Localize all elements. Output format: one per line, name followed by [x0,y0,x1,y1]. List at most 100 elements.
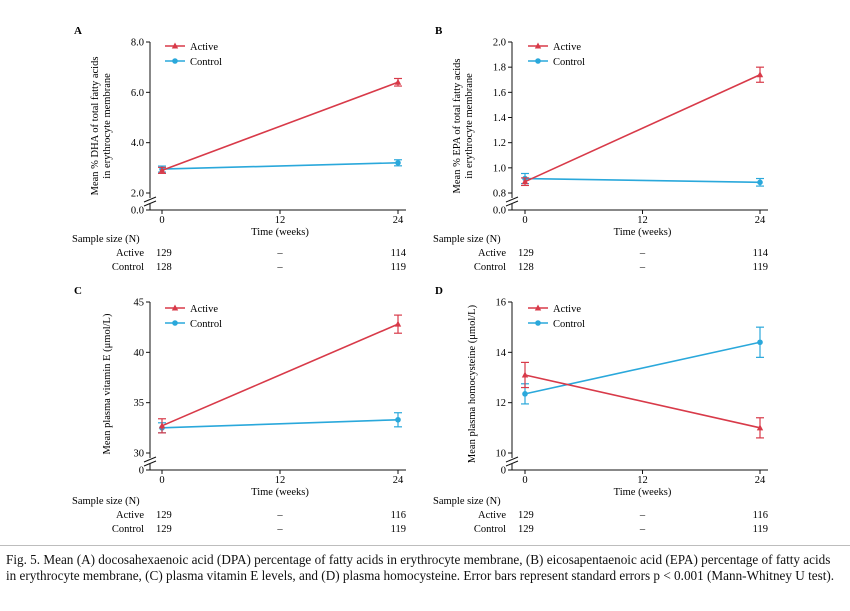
panel-c-legend-control-marker [172,320,178,326]
panel-c-axis-break-mark [143,460,157,467]
panel-d-axis-break-mark [505,460,519,467]
panel-b-sample-size-active-value: – [639,248,646,259]
panel-c-sample-size-control-value: 129 [156,524,172,535]
panel-c-axis-break-mark [143,456,157,463]
panel-b-y-tick-label: 0.8 [493,189,506,200]
panel-a-active-point [158,166,166,173]
panel-b-y-tick-label: 2.0 [493,38,506,49]
panel-d-legend-active-label: Active [553,304,581,315]
panel-b-x-tick-label: 12 [637,215,648,226]
panel-d-x-tick-label: 24 [755,475,766,486]
panel-c-x-tick-label: 0 [159,475,164,486]
panel-c-sample-size-active-value: 116 [391,510,406,521]
panel-a-sample-size-control-value: – [276,262,283,273]
panel-b-legend-control-marker [535,58,541,64]
panel-c-y-tick-label: 0 [139,466,144,477]
panel-a-y-axis-label: Mean % DHA of total fatty acidsin erythr… [90,57,113,196]
panel-c-sample-size-control-value: – [276,524,283,535]
panel-d-control-point [522,391,528,397]
panel-b-x-tick-label: 0 [522,215,527,226]
panel-b-x-tick-label: 24 [755,215,766,226]
panel-d-x-tick-label: 12 [637,475,648,486]
panel-c-y-tick-label: 30 [134,449,145,460]
panel-a-sample-size-active-value: – [276,248,283,259]
panel-d-control-line [524,341,761,395]
panel-b-axis-break-mark [505,196,519,203]
panel-a-sample-size-title: Sample size (N) [72,234,140,245]
panel-a-control-line [161,162,399,170]
panel-c-sample-size-active-value: 129 [156,510,172,521]
panel-d-legend-control-marker [535,320,541,326]
panel-d-sample-size-active-value: 129 [518,510,534,521]
panel-d-sample-size-control-value: 119 [753,524,768,535]
panel-d-active-line [524,374,761,429]
panel-a-legend-control-label: Control [190,57,222,68]
panel-c-legend-control-label: Control [190,319,222,330]
panel-b-y-tick-label: 0.0 [493,206,506,217]
panel-d-y-tick-label: 12 [496,398,507,409]
panel-b-y-tick-label: 1.6 [493,88,506,99]
panel-c-legend-active-marker [171,304,179,311]
panel-a-control-point [395,160,401,166]
panel-a-legend-active-label: Active [190,42,218,53]
panel-a-active-point [394,78,402,85]
panel-b-sample-size-control-label: Control [474,262,506,273]
figure-caption: Fig. 5. Mean (A) docosahexaenoic acid (D… [6,552,835,584]
panel-a-y-tick-label: 4.0 [131,138,144,149]
panel-c-sample-size-control-label: Control [112,524,144,535]
panel-a-x-tick-label: 0 [159,215,164,226]
panel-c-y-tick-label: 45 [134,298,145,309]
panel-b-y-tick-label: 1.8 [493,63,506,74]
panel-c-sample-size-active-label: Active [116,510,144,521]
panel-d-sample-size-active-value: – [639,510,646,521]
panel-b-sample-size-control-value: – [639,262,646,273]
panel-b-sample-size-title: Sample size (N) [433,234,501,245]
panel-c-sample-size-control-value: 119 [391,524,406,535]
panel-d-axis-break-mark [505,456,519,463]
panel-b-legend-active-marker [534,42,542,49]
panel-a-sample-size-active-label: Active [116,248,144,259]
panel-a-sample-size-control-label: Control [112,262,144,273]
panel-a-y-tick-label: 2.0 [131,189,144,200]
panel-c-sample-size-title: Sample size (N) [72,496,140,507]
panel-a-sample-size-control-value: 128 [156,262,172,273]
panel-c-active-point [158,422,166,429]
panel-c-x-axis-label: Time (weeks) [251,487,309,498]
panel-a-y-tick-label: 8.0 [131,38,144,49]
panel-d-y-tick-label: 14 [496,348,507,359]
figure: A 0.0 2.0 4.0 6.0 8.0 0 12 24 Time (weeks) Mean % … [72,25,769,535]
caption-divider [0,545,850,546]
panel-a-x-axis-label: Time (weeks) [251,227,309,238]
panel-c-control-line [161,418,399,429]
panel-b-control-point [757,179,763,186]
panel-a-y-tick-label: 0.0 [131,206,144,217]
panel-d-sample-size-active-label: Active [478,510,506,521]
panel-b-y-tick-label: 1.0 [493,163,506,174]
panel-d-x-tick-label: 0 [522,475,527,486]
panel-b-sample-size-active-label: Active [478,248,506,259]
panel-c-letter: C [74,285,82,297]
panel-a-legend-active-marker [171,42,179,49]
panel-d-x-axis-label: Time (weeks) [614,487,672,498]
panel-c-active-point [394,320,402,327]
panel-d-sample-size-control-value: 129 [518,524,534,535]
panel-d-legend-active-marker [534,304,542,311]
panel-a-active-line [161,81,399,172]
panel-d-sample-size-control-label: Control [474,524,506,535]
panel-b-sample-size-active-value: 114 [753,248,769,259]
panel-b-sample-size-control-value: 128 [518,262,534,273]
panel-b-control-line [524,177,761,184]
panel-b-y-axis-label: Mean % EPA of total fatty acidsin erythr… [452,59,475,194]
panel-a-y-tick-label: 6.0 [131,88,144,99]
panel-b-x-axis-label: Time (weeks) [614,227,672,238]
panel-d-y-tick-label: 16 [496,298,507,309]
panel-b-y-tick-label: 1.2 [493,138,506,149]
panel-d-y-axis-label: Mean plasma homocysteine (μmol/L) [467,304,478,463]
panel-b-active-point [756,71,764,78]
panel-d-control-point [757,339,763,346]
panel-c-y-axis-label: Mean plasma vitamin E (μmol/L) [102,313,113,454]
panel-a-sample-size-control-value: 119 [391,262,406,273]
panel-b-letter: B [435,25,443,37]
panel-c-y-tick-label: 40 [134,348,145,359]
panel-b-active-point [521,178,529,185]
